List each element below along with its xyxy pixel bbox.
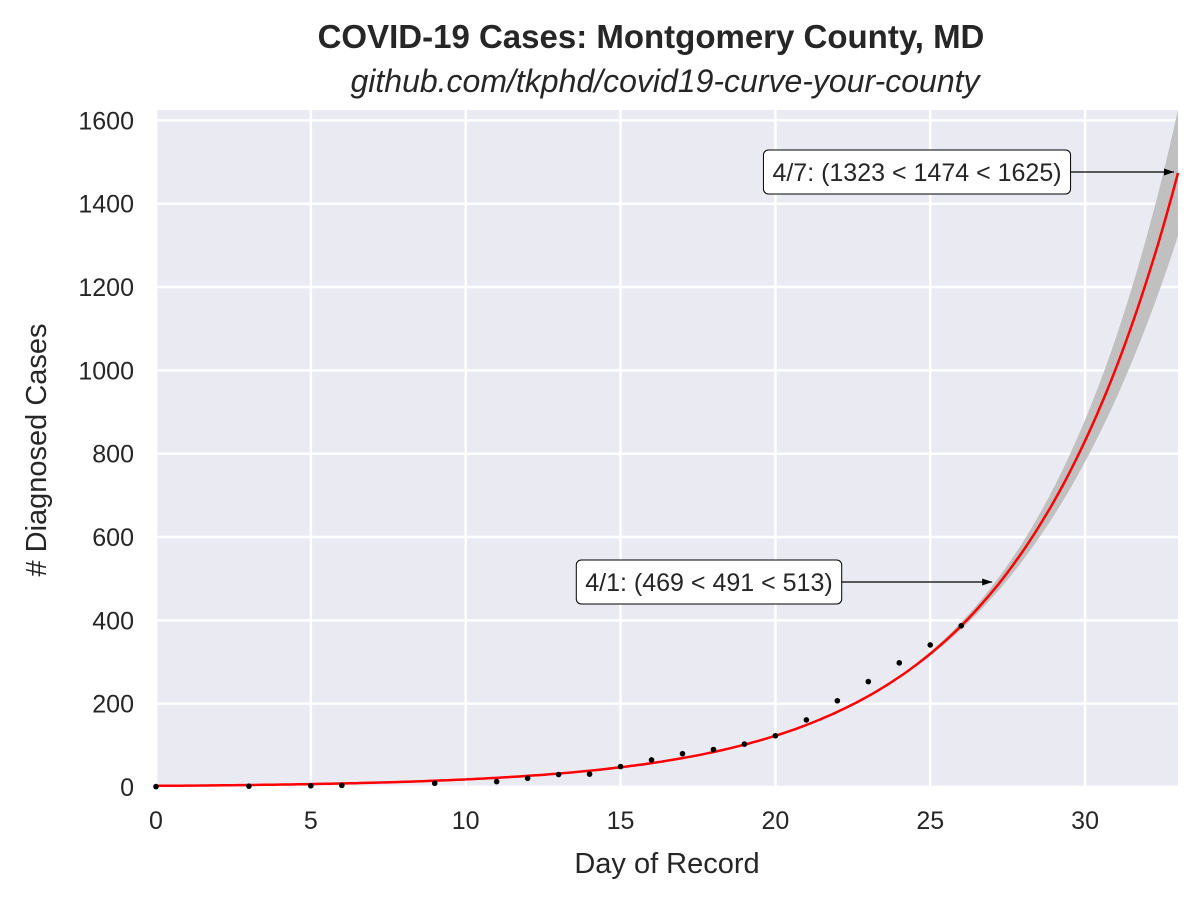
x-tick-label: 10 [452,807,480,835]
data-point [896,660,903,666]
y-tick-label: 1600 [78,107,134,135]
data-point [555,771,562,778]
x-tick-label: 25 [916,807,944,835]
fit-curve [155,172,1180,788]
x-tick-labels: 0 5 10 15 20 25 30 [149,807,1099,835]
y-axis-label: # Diagnosed Cases [21,323,53,576]
data-point [927,642,934,648]
y-tick-label: 1000 [78,357,134,385]
data-point [431,780,438,787]
data-point [741,741,748,747]
y-tick-label: 800 [92,441,134,469]
data-point [772,732,779,739]
data-point [834,697,841,704]
annotation-label: 4/7: (1323 < 1474 < 1625) [772,159,1061,187]
x-tick-label: 5 [304,807,318,835]
data-point [493,778,500,785]
grid [154,110,1178,789]
data-point [246,783,252,789]
data-point [586,771,593,777]
chart-title: COVID-19 Cases: Montgomery County, MD [318,18,985,55]
x-tick-label: 20 [761,807,789,835]
plot-background [156,110,1178,787]
y-tick-label: 1400 [78,191,134,219]
chart-subtitle: github.com/tkphd/covid19-curve-your-coun… [350,63,981,99]
data-point [339,782,345,789]
data-points [153,622,965,790]
data-point [710,746,717,753]
data-point [648,757,655,763]
data-point [617,763,624,770]
y-tick-label: 0 [120,774,134,802]
annotations: 4/7: (1323 < 1474 < 1625) 4/1: (469 < 491… [575,149,1174,605]
y-tick-label: 1200 [78,274,134,302]
data-point [153,783,159,790]
y-tick-labels: 0 200 400 600 800 1000 1200 1400 1600 [78,107,134,802]
data-point [803,717,810,723]
y-tick-label: 600 [92,524,134,552]
y-tick-label: 200 [92,691,134,719]
x-tick-label: 0 [149,807,163,835]
x-tick-label: 30 [1071,807,1099,835]
annotation-label: 4/1: (469 < 491 < 513) [585,569,832,597]
data-point [679,750,686,757]
x-axis-label: Day of Record [574,848,759,880]
annotation: 4/7: (1323 < 1474 < 1625) [762,149,1174,195]
annotation: 4/1: (469 < 491 < 513) [575,559,993,605]
x-tick-label: 15 [607,807,635,835]
data-point [865,678,872,685]
y-tick-label: 400 [92,607,134,635]
data-point [308,782,314,789]
data-point [958,622,965,629]
data-point [524,775,531,782]
